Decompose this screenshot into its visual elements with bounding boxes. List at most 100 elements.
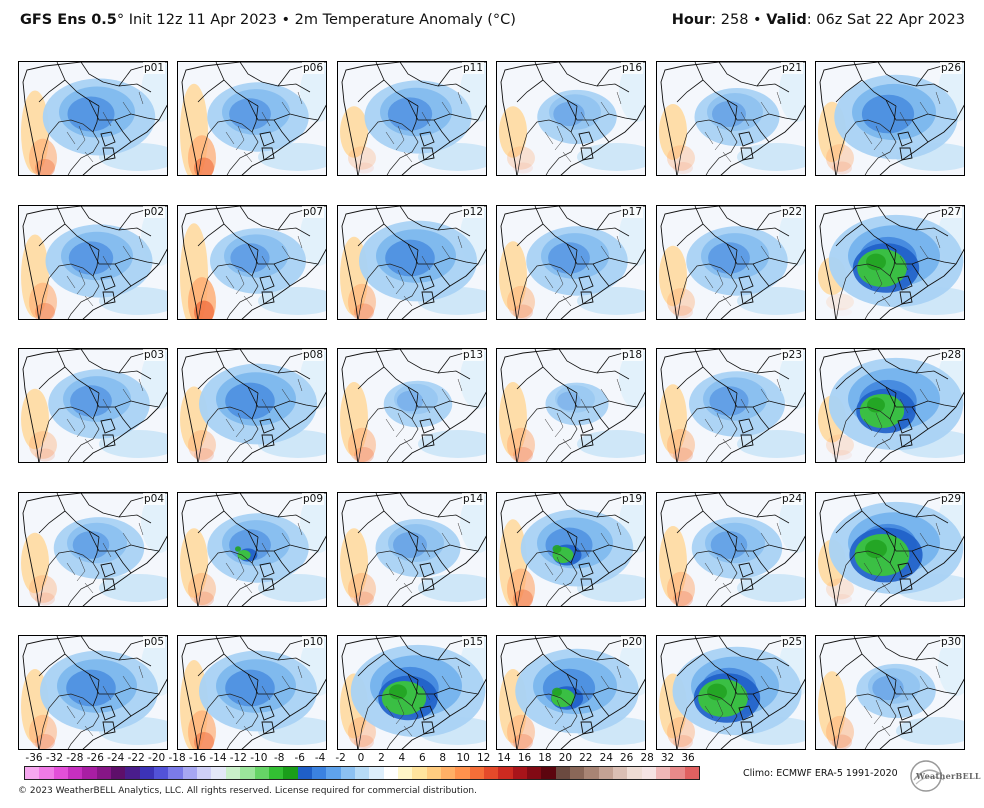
state-border [66,131,76,145]
ocean-anomaly [737,287,805,315]
uruguay-outline [897,562,913,578]
country-border [596,639,624,661]
colorbar-tick-label: -20 [148,752,166,764]
ensemble-panel-p23: p23 [656,348,806,463]
member-label: p24 [780,493,803,505]
country-border [558,206,630,237]
country-border [399,349,471,380]
state-border [616,665,622,679]
colorbar-segment [139,767,155,779]
state-border [704,562,714,576]
ocean-anomaly [258,287,326,315]
uruguay-outline [259,131,275,147]
warm-anomaly [29,714,57,749]
country-border [449,113,479,121]
state-border [600,245,610,259]
country-border [449,257,479,265]
country-border [130,687,160,695]
uruguay-outline [419,131,435,147]
country-border [197,223,225,247]
member-label: p22 [780,206,803,218]
country-border [676,79,704,103]
uruguay-outline [897,131,913,147]
colorbar-tick-label: -6 [294,752,305,764]
state-border [554,556,564,582]
cold-anomaly [694,88,780,146]
country-border [927,687,957,695]
state-border [760,388,770,402]
uruguay-outline [419,705,435,721]
cold-anomaly [549,94,601,130]
warm-anomaly [507,427,535,462]
colorbar-segment [225,767,241,779]
country-border [277,209,305,231]
climo-note: Climo: ECMWF ERA-5 1991-2020 [743,768,898,779]
state-border [243,725,253,737]
cold-anomaly [872,675,904,701]
cold-anomaly [712,101,746,127]
state-border [722,295,732,307]
country-border [88,243,132,265]
state-border [297,522,303,536]
warm-anomaly [826,434,854,456]
country-border [88,386,132,408]
state-border [873,556,883,582]
state-border [873,412,883,438]
country-border [289,257,319,265]
cold-anomaly [72,531,110,559]
country-border [566,99,610,121]
country-border [915,496,943,518]
state-border [403,438,413,450]
state-border [385,275,395,289]
state-border [395,125,405,151]
state-border [776,378,782,392]
country-border [726,99,770,121]
country-border [247,243,291,265]
country-border [694,62,738,107]
country-border [534,206,578,251]
colorbar-tick-label: 20 [558,752,573,764]
country-border [534,493,578,538]
ensemble-panel-p15: p15 [337,635,487,750]
country-border [915,209,943,231]
colorbar-tick-label: 24 [599,752,613,764]
country-border [718,206,790,237]
country-border [592,693,610,717]
state-border [760,101,770,115]
colorbar-segment [354,767,370,779]
state-border [881,295,891,307]
state-border [395,269,405,295]
state-border [704,131,714,145]
country-border [752,693,770,717]
state-border [235,125,245,151]
state-border [403,725,413,737]
colorbar-segment [39,767,54,779]
uruguay-outline [419,275,435,291]
country-border [566,530,610,552]
country-border [752,119,770,143]
state-border [138,665,144,679]
country-border [558,636,630,667]
country-border [752,263,770,287]
state-border [281,245,291,259]
country-border [911,263,929,287]
country-border [88,673,132,695]
country-border [118,639,146,661]
anomaly-map [657,349,805,462]
uruguay-outline [740,721,754,735]
extreme-cold-anomaly [707,683,727,701]
warm-anomaly [29,575,57,603]
colorbar-tick-label: -16 [188,752,207,764]
country-border [608,400,638,408]
country-border [718,349,790,380]
country-border [730,392,738,420]
cold-anomaly [691,517,783,579]
colorbar-segment [96,767,112,779]
cold-anomaly [67,522,127,564]
colorbar-segment [154,767,169,779]
extreme-cold-anomaly [867,397,885,413]
anomaly-map [338,636,486,749]
ensemble-panel-p22: p22 [656,205,806,320]
member-label: p01 [142,62,165,74]
uruguay-outline [578,275,594,291]
